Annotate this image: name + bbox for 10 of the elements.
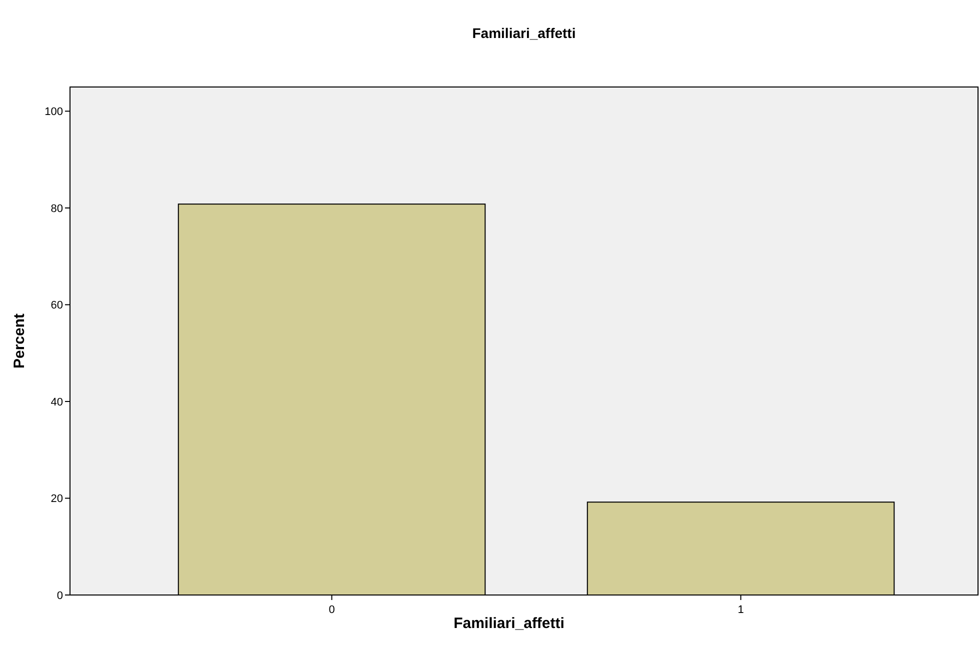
x-axis-title: Familiari_affetti (454, 615, 564, 632)
y-axis-title: Percent (11, 313, 28, 369)
y-tick-label: 40 (50, 396, 63, 408)
y-tick-label: 0 (56, 590, 63, 602)
x-tick-label: 1 (738, 604, 744, 616)
y-tick-label: 100 (44, 106, 63, 118)
chart-title: Familiari_affetti (472, 25, 576, 41)
y-tick-label: 80 (50, 202, 63, 215)
y-tick-label: 20 (50, 493, 63, 506)
y-tick-label: 60 (50, 300, 63, 312)
